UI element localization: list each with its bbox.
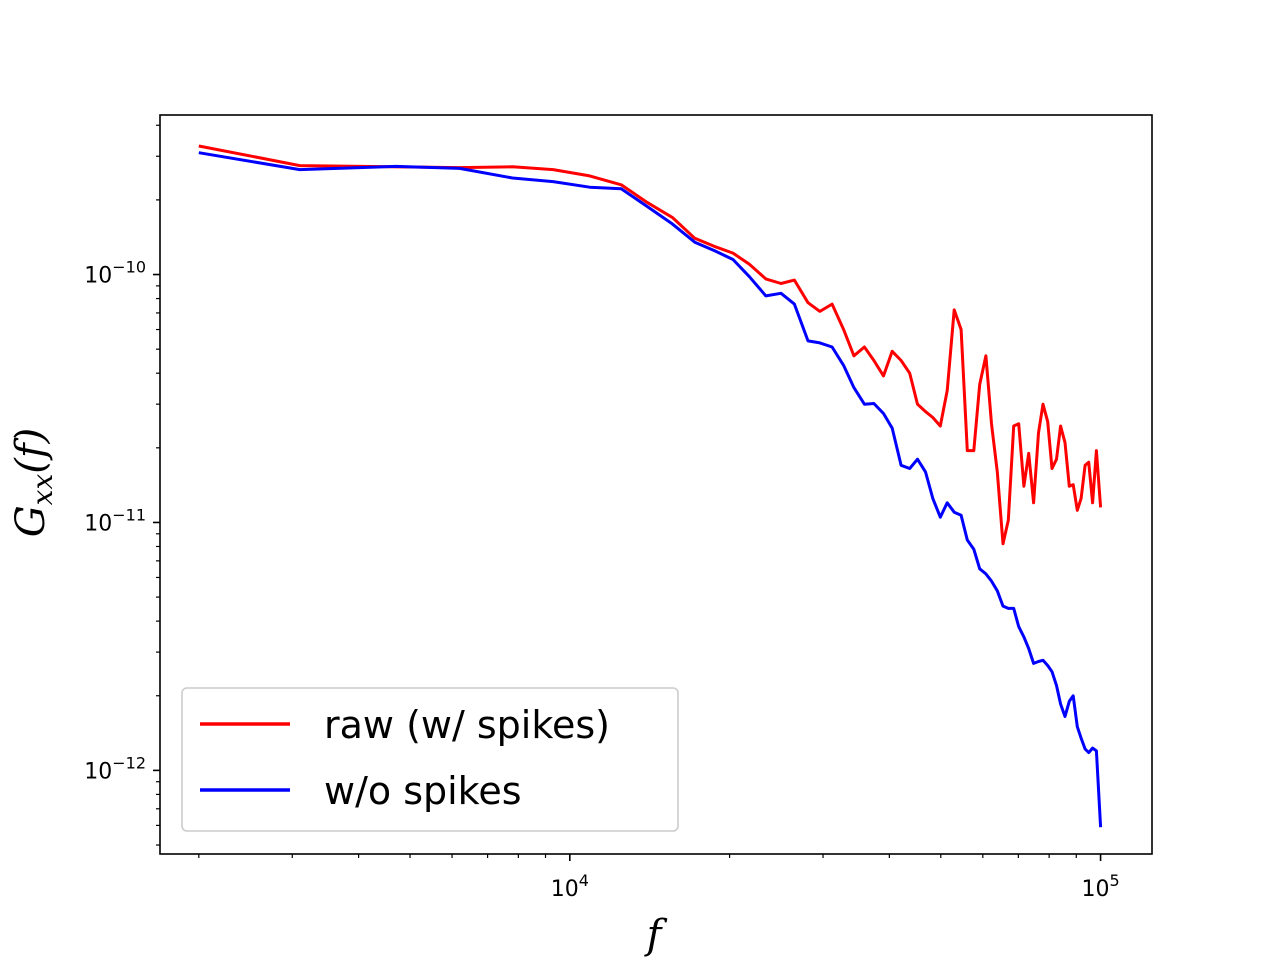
y-axis-label: Gxx(f) [8,428,59,538]
y-axis-label-base: G [8,505,54,537]
y-axis-label-suffix: (f) [8,428,54,474]
series-line-0 [198,144,1103,546]
y-tick-label: 10−10 [84,258,146,289]
legend-frame [181,687,679,832]
y-axis-label-subscript: xx [26,474,59,506]
plot-area [198,144,1103,828]
series-line-1 [198,151,1103,828]
y-tick-label: 10−11 [84,505,146,536]
y-tick-label: 10−12 [84,753,146,784]
x-tick-label: 105 [1081,871,1119,902]
legend-label-raw: raw (w/ spikes) [324,703,610,747]
plot-frame [159,114,1153,855]
axis-ticks: 104 105 10−12 10−11 10−10 [84,124,1120,902]
x-tick-label: 104 [551,871,589,902]
legend: raw (w/ spikes) w/o spikes [181,687,679,832]
legend-label-no-spikes: w/o spikes [324,769,522,813]
